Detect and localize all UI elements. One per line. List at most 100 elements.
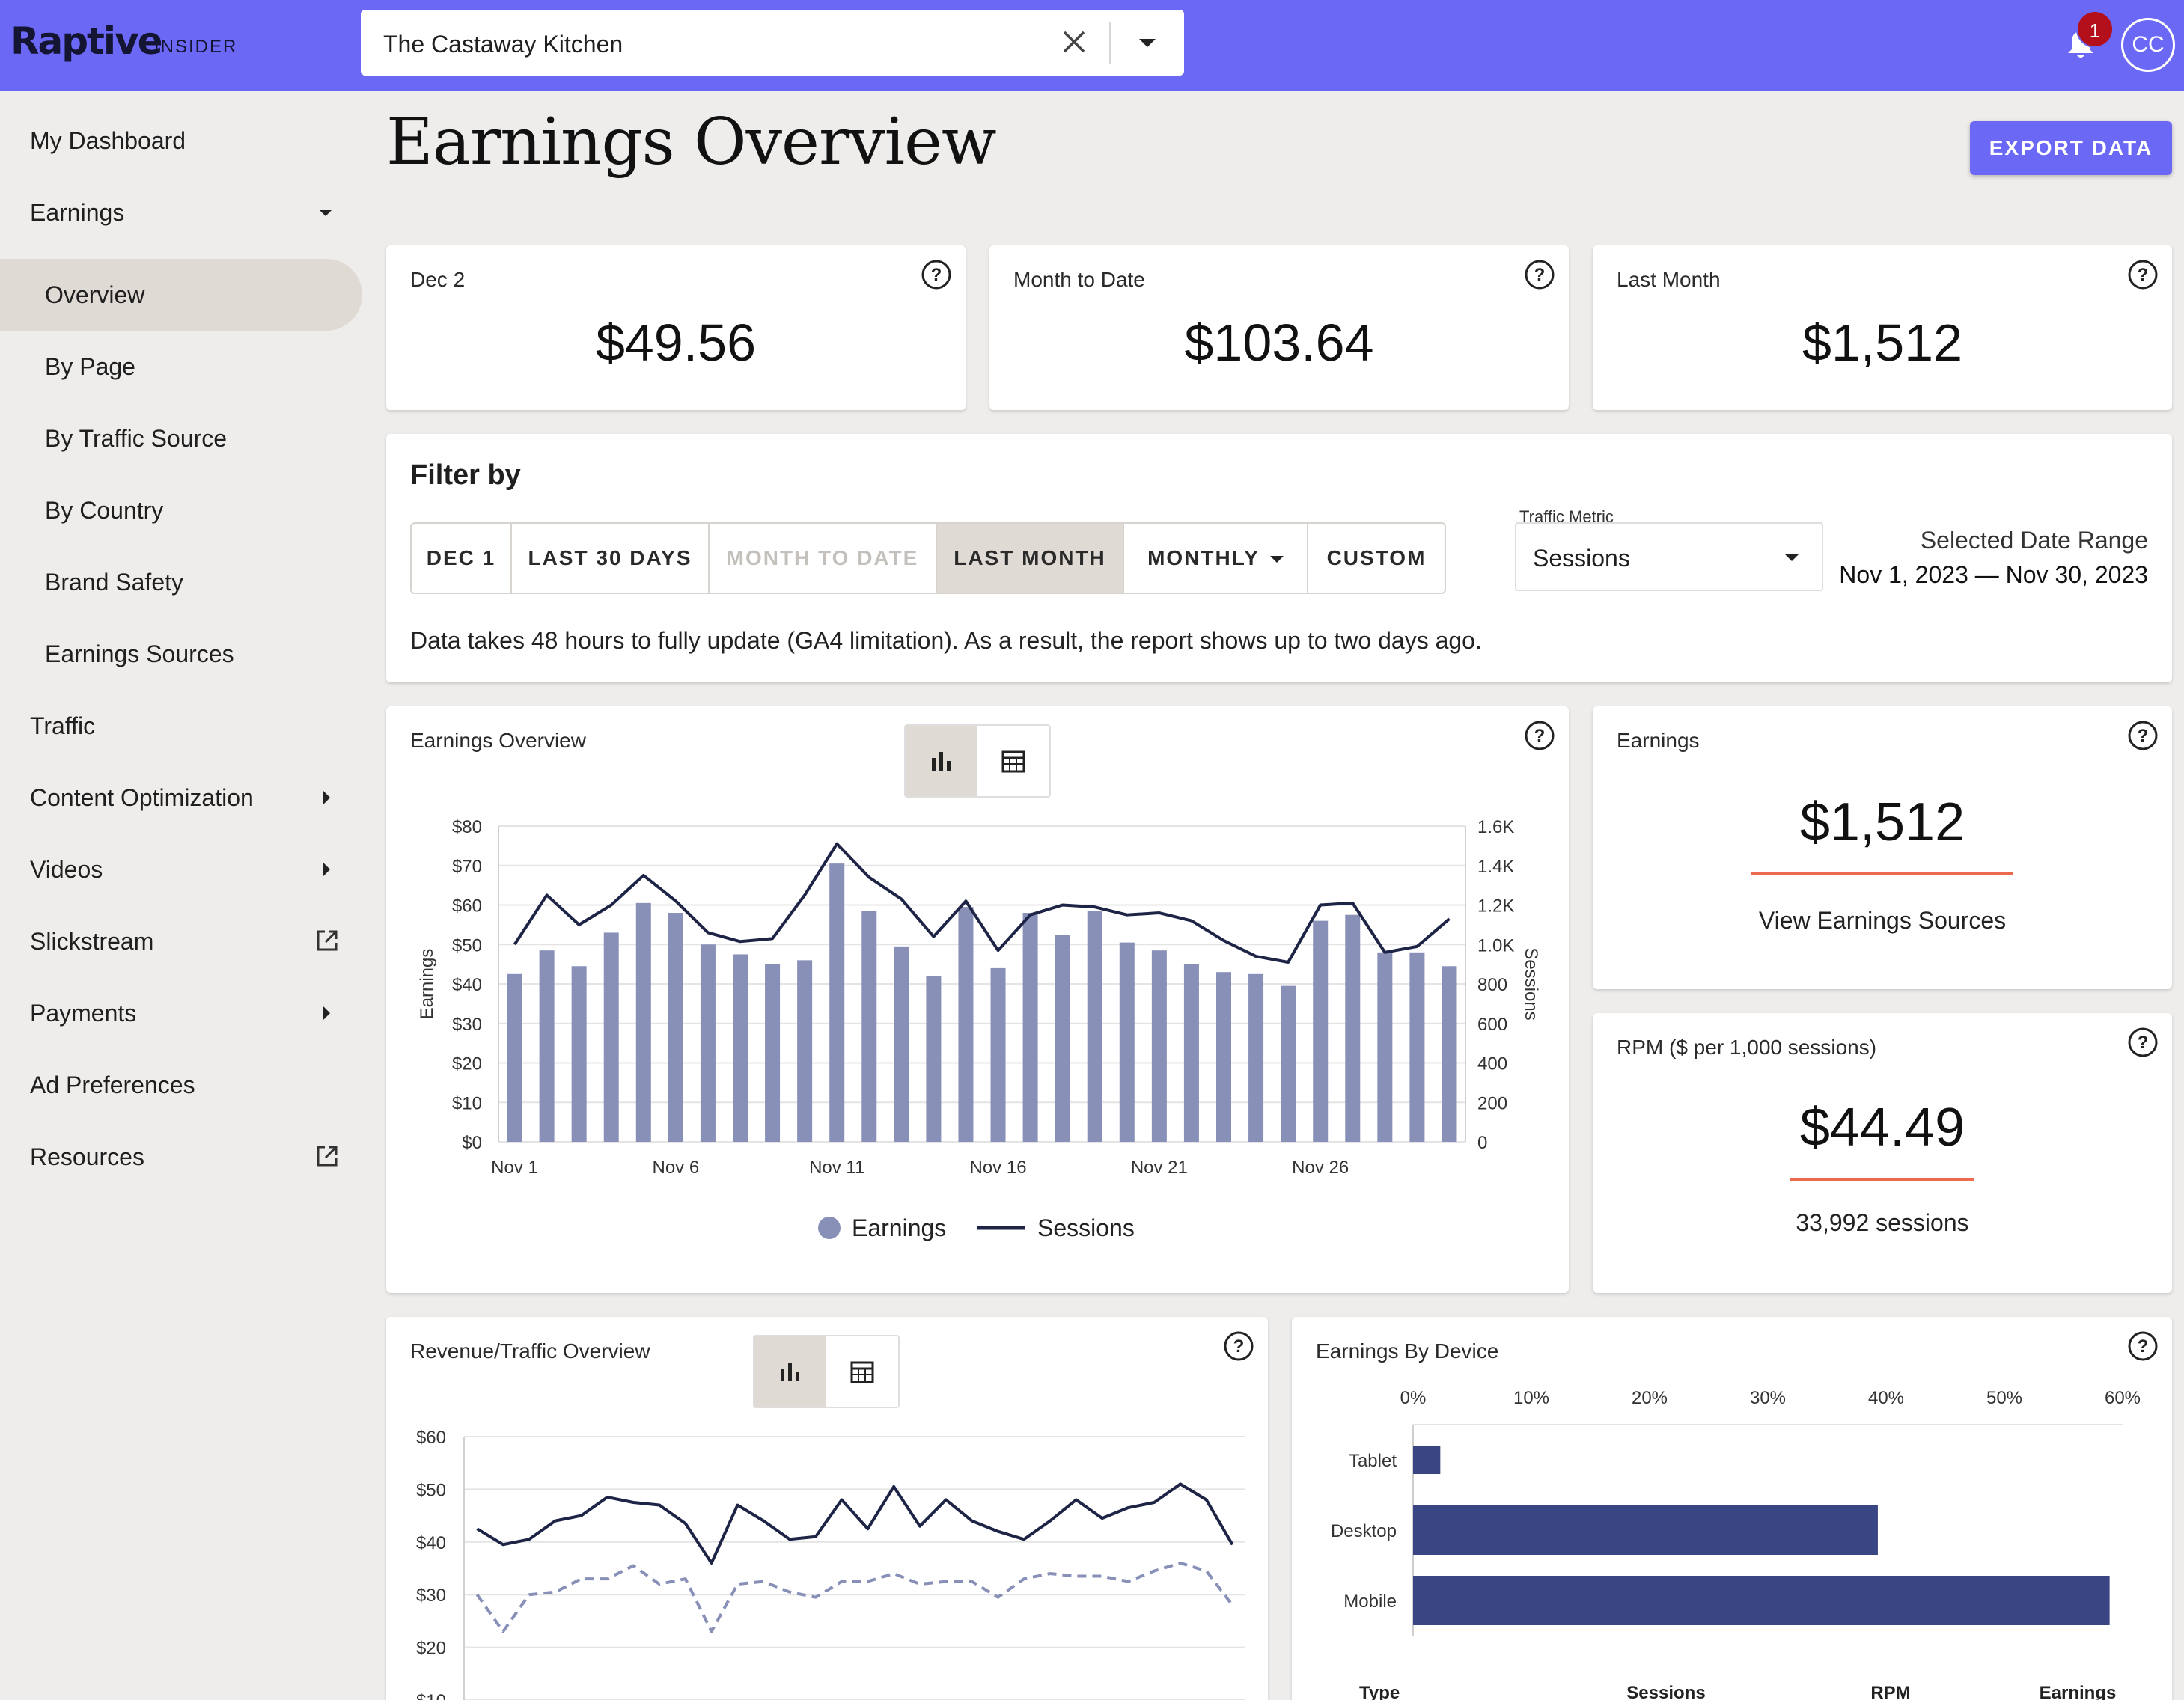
- y2-tick-label: 0: [1477, 1133, 1487, 1153]
- help-icon[interactable]: ?: [2127, 1330, 2159, 1362]
- clear-icon[interactable]: [1057, 25, 1091, 59]
- x-tick-label: Nov 1: [491, 1158, 538, 1178]
- filter-title: Filter by: [410, 459, 521, 491]
- stat-card-last-month: Last Month ? $1,512: [1593, 245, 2172, 410]
- rpm-underline: [1790, 1178, 1974, 1181]
- sidebar-item-my-dashboard[interactable]: My Dashboard: [0, 105, 362, 177]
- sidebar-item-by-traffic-source[interactable]: By Traffic Source: [0, 403, 362, 474]
- y-tick-label: $10: [452, 1093, 482, 1113]
- legend-sessions-label: Sessions: [1037, 1214, 1135, 1241]
- stat-value: $49.56: [595, 314, 757, 372]
- table-view-button[interactable]: [977, 726, 1049, 796]
- help-icon[interactable]: ?: [1223, 1330, 1254, 1362]
- sidebar-item-earnings[interactable]: Earnings: [0, 177, 362, 248]
- selector-divider: [1109, 22, 1111, 64]
- earnings-bar: [1248, 973, 1264, 1142]
- caret-right-icon: [323, 863, 330, 876]
- revenue-traffic-chart: $10 $20 $30 $40 $50 $60: [416, 1428, 1245, 1700]
- export-data-button[interactable]: EXPORT DATA: [1970, 121, 2172, 175]
- bar-chart-icon: [781, 1363, 799, 1381]
- earnings-bar: [635, 902, 651, 1142]
- earnings-bar: [1313, 920, 1329, 1142]
- sidebar-item-label: Resources: [30, 1143, 144, 1170]
- sidebar-item-ad-preferences[interactable]: Ad Preferences: [0, 1049, 362, 1121]
- table-view-button[interactable]: [826, 1336, 898, 1407]
- caret-down-icon: [1784, 554, 1799, 561]
- rpm-sessions-count: 33,992 sessions: [1796, 1209, 1969, 1236]
- x-tick-label: 40%: [1868, 1388, 1904, 1408]
- bar-chart-icon: [932, 752, 951, 771]
- sidebar-item-content-optimization[interactable]: Content Optimization: [0, 762, 362, 834]
- device-label: Mobile: [1343, 1592, 1397, 1612]
- x-tick-label: 20%: [1632, 1388, 1668, 1408]
- sidebar-item-brand-safety[interactable]: Brand Safety: [0, 546, 362, 618]
- chart-title: Revenue/Traffic Overview: [410, 1339, 650, 1363]
- earnings-total-value: $1,512: [1799, 792, 1965, 852]
- date-filter-group: DEC 1 LAST 30 DAYS MONTH TO DATE LAST MO…: [410, 522, 1446, 594]
- earnings-bar: [1216, 972, 1231, 1142]
- y2-tick-label: 600: [1477, 1015, 1507, 1035]
- help-icon[interactable]: ?: [1524, 259, 1555, 290]
- date-range-value: Nov 1, 2023 — Nov 30, 2023: [1839, 561, 2148, 588]
- sidebar-item-earnings-sources[interactable]: Earnings Sources: [0, 618, 362, 690]
- caret-right-icon: [323, 791, 330, 804]
- top-bar: Raptive INSIDER The Castaway Kitchen 1 C…: [0, 0, 2184, 91]
- svg-text:?: ?: [2138, 726, 2149, 746]
- traffic-metric-select[interactable]: Sessions: [1515, 522, 1823, 591]
- avatar[interactable]: CC: [2121, 18, 2175, 72]
- chart-view-button[interactable]: [754, 1336, 826, 1407]
- sidebar-item-label: Earnings: [30, 199, 125, 226]
- earnings-bar: [797, 960, 813, 1142]
- chart-view-button[interactable]: [906, 726, 977, 796]
- sidebar-item-label: Content Optimization: [30, 784, 254, 811]
- earnings-bar: [829, 863, 845, 1142]
- sidebar-item-label: Earnings Sources: [45, 640, 234, 667]
- raptive-logo[interactable]: Raptive: [10, 19, 163, 63]
- sidebar-item-traffic[interactable]: Traffic: [0, 690, 362, 762]
- filter-dec-1-button[interactable]: DEC 1: [412, 524, 512, 593]
- filter-month-to-date-button[interactable]: MONTH TO DATE: [710, 524, 937, 593]
- help-icon[interactable]: ?: [2127, 259, 2159, 290]
- svg-text:?: ?: [931, 265, 942, 285]
- site-selector[interactable]: The Castaway Kitchen: [361, 10, 1184, 76]
- earnings-bar: [1151, 950, 1167, 1142]
- caret-down-icon: [1269, 556, 1284, 563]
- earnings-bar: [861, 911, 877, 1142]
- chevron-down-icon[interactable]: [1124, 25, 1171, 59]
- sidebar-item-by-page[interactable]: By Page: [0, 331, 362, 403]
- earnings-bar: [1281, 985, 1296, 1142]
- view-earnings-sources-link[interactable]: View Earnings Sources: [1758, 907, 2007, 934]
- x-tick-label: Nov 6: [653, 1158, 700, 1178]
- help-icon[interactable]: ?: [921, 259, 952, 290]
- y-tick-label: $80: [452, 817, 482, 837]
- sidebar-item-by-country[interactable]: By Country: [0, 474, 362, 546]
- sidebar-item-videos[interactable]: Videos: [0, 834, 362, 905]
- external-link-icon: [317, 930, 338, 951]
- filter-last-30-days-button[interactable]: LAST 30 DAYS: [512, 524, 710, 593]
- earnings-bar: [603, 932, 619, 1142]
- earnings-bar: [765, 964, 781, 1142]
- rpm-value: $44.49: [1799, 1098, 1965, 1158]
- help-icon[interactable]: ?: [1524, 720, 1555, 751]
- x-tick-label: 0%: [1400, 1388, 1427, 1408]
- earnings-bar: [1087, 911, 1102, 1142]
- svg-text:?: ?: [1534, 265, 1546, 285]
- device-bar: [1413, 1576, 2110, 1625]
- filter-last-month-button[interactable]: LAST MONTH: [937, 524, 1124, 593]
- traffic-metric-value: Sessions: [1533, 545, 1630, 572]
- table-header: Sessions: [1626, 1683, 1705, 1700]
- sidebar-item-slickstream[interactable]: Slickstream: [0, 905, 362, 977]
- help-icon[interactable]: ?: [2127, 720, 2159, 751]
- filter-monthly-button[interactable]: MONTHLY: [1124, 524, 1308, 593]
- stat-label: Month to Date: [1013, 268, 1145, 291]
- sidebar-item-overview[interactable]: Overview: [0, 259, 362, 331]
- sidebar-item-resources[interactable]: Resources: [0, 1121, 362, 1193]
- y2-tick-label: 1.4K: [1477, 857, 1514, 877]
- sidebar-item-payments[interactable]: Payments: [0, 977, 362, 1049]
- help-icon[interactable]: ?: [2127, 1027, 2159, 1058]
- filter-custom-button[interactable]: CUSTOM: [1326, 546, 1427, 569]
- earnings-bar: [733, 954, 748, 1142]
- earnings-bar: [990, 967, 1006, 1142]
- x-tick-label: 10%: [1513, 1388, 1549, 1408]
- stat-value: $1,512: [1802, 314, 1963, 372]
